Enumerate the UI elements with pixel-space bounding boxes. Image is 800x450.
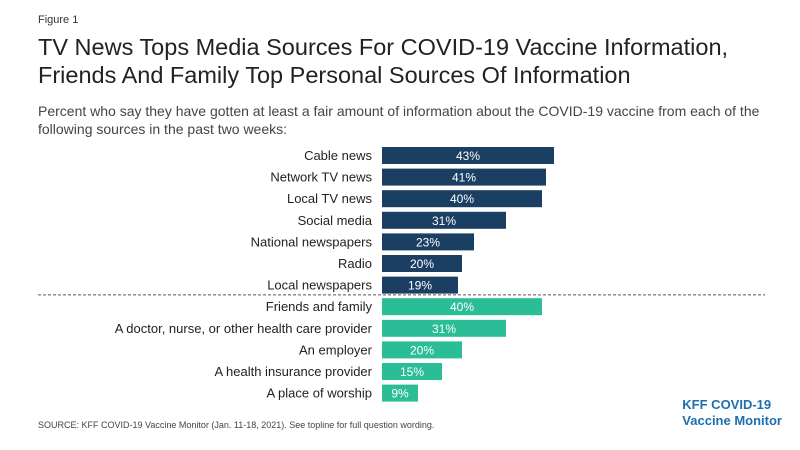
bar-media bbox=[382, 147, 554, 164]
category-label: A place of worship bbox=[266, 386, 372, 401]
source-note: SOURCE: KFF COVID-19 Vaccine Monitor (Ja… bbox=[38, 420, 435, 430]
bar-value-label: 20% bbox=[410, 257, 434, 271]
chart-title: TV News Tops Media Sources For COVID-19 … bbox=[38, 33, 798, 89]
bar-value-label: 40% bbox=[450, 300, 474, 314]
category-label: Local TV news bbox=[287, 191, 373, 206]
kff-logo-line-2: Vaccine Monitor bbox=[682, 413, 782, 428]
category-label: Network TV news bbox=[270, 170, 372, 185]
bar-value-label: 19% bbox=[408, 279, 432, 293]
category-label: Radio bbox=[338, 256, 372, 271]
bar-value-label: 15% bbox=[400, 365, 424, 379]
chart-title-line-2: Friends And Family Top Personal Sources … bbox=[38, 62, 631, 88]
category-label: A health insurance provider bbox=[214, 364, 372, 379]
bar-media bbox=[382, 276, 458, 294]
bar-value-label: 43% bbox=[456, 149, 480, 163]
bar-personal bbox=[382, 363, 442, 380]
bar-value-label: 40% bbox=[450, 192, 474, 206]
category-label: A doctor, nurse, or other health care pr… bbox=[115, 321, 373, 336]
category-label: Cable news bbox=[304, 148, 372, 163]
category-label: An employer bbox=[299, 342, 373, 357]
bar-media bbox=[382, 168, 546, 186]
bar-value-label: 23% bbox=[416, 235, 440, 249]
chart-subtitle: Percent who say they have gotten at leas… bbox=[38, 103, 760, 137]
kff-logo: KFF COVID-19 Vaccine Monitor bbox=[682, 397, 782, 429]
bar-value-label: 20% bbox=[410, 343, 434, 357]
bar-personal bbox=[382, 319, 506, 337]
figure-label: Figure 1 bbox=[38, 14, 79, 26]
category-label: National newspapers bbox=[251, 234, 373, 249]
bar-media bbox=[382, 211, 506, 229]
bar-value-label: 41% bbox=[452, 171, 476, 185]
category-label: Friends and family bbox=[266, 299, 373, 314]
bar-value-label: 31% bbox=[432, 322, 456, 336]
category-label: Social media bbox=[298, 213, 373, 228]
kff-logo-line-1: KFF COVID-19 bbox=[682, 397, 772, 412]
bar-value-label: 31% bbox=[432, 214, 456, 228]
bar-personal bbox=[382, 384, 418, 402]
bar-personal bbox=[382, 298, 542, 316]
category-label: Local newspapers bbox=[267, 278, 372, 293]
bar-personal bbox=[382, 341, 462, 359]
bar-media bbox=[382, 233, 474, 251]
bar-media bbox=[382, 190, 542, 208]
bar-media bbox=[382, 255, 462, 272]
bar-value-label: 9% bbox=[391, 387, 409, 401]
chart-title-line-1: TV News Tops Media Sources For COVID-19 … bbox=[38, 34, 729, 60]
